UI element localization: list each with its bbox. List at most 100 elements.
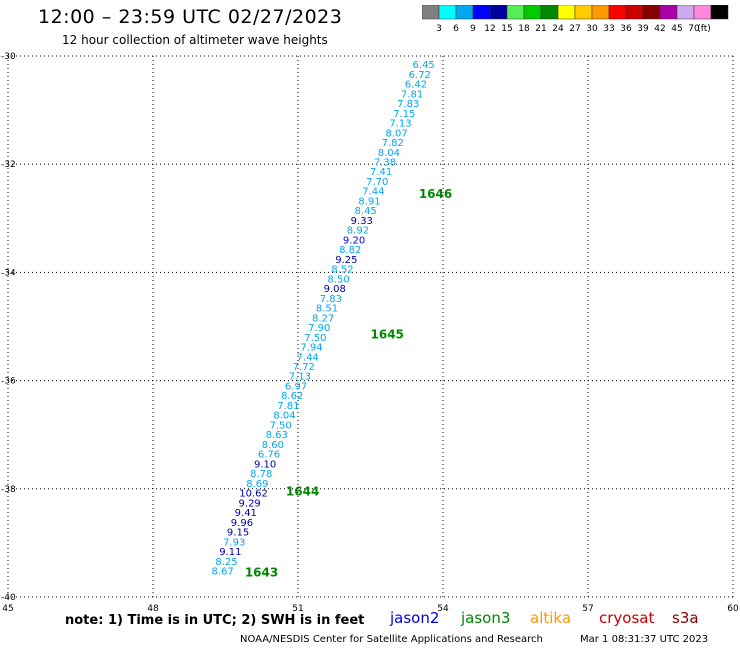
wave-height-value: 7.83 (397, 99, 419, 110)
generated-timestamp: Mar 1 08:31:37 UTC 2023 (580, 634, 709, 645)
wave-height-value: 9.96 (231, 518, 253, 529)
x-tick-label: 60 (727, 604, 739, 614)
wave-height-value: 8.04 (378, 148, 400, 159)
wave-height-value: 8.82 (339, 245, 361, 256)
y-tick-label: -30 (1, 52, 16, 62)
wave-height-value: 8.69 (246, 479, 268, 490)
wave-height-value: 7.44 (362, 187, 384, 198)
pass-time-label: 1645 (371, 328, 404, 342)
wave-height-value: 8.04 (273, 411, 295, 422)
wave-height-value: 7.50 (304, 333, 326, 344)
satellite-s3a: s3a (672, 609, 699, 627)
wave-height-value: 7.81 (277, 401, 299, 412)
wave-height-value: 9.10 (254, 459, 276, 470)
wave-height-value: 7.90 (308, 323, 330, 334)
satellite-cryosat: cryosat (599, 609, 655, 627)
x-tick-label: 51 (292, 604, 303, 614)
satellite-jason3: jason3 (461, 609, 511, 627)
wave-height-value: 6.42 (405, 80, 427, 91)
legend-label: 27 (569, 24, 580, 34)
wave-height-value: 8.62 (281, 391, 303, 402)
legend-unit: (ft) (697, 24, 711, 34)
y-tick-label: -34 (1, 268, 16, 278)
y-tick-label: -40 (1, 593, 16, 603)
satellite-jason2: jason2 (390, 609, 440, 627)
wave-height-value: 7.50 (269, 420, 291, 431)
pass-time-label: 1646 (419, 187, 452, 201)
wave-height-value: 8.27 (312, 313, 334, 324)
legend-label: 70 (688, 24, 700, 34)
wave-height-value: 9.29 (239, 498, 261, 509)
wave-height-points: 6.456.726.427.817.837.157.138.077.828.04… (211, 60, 434, 577)
wave-height-value: 7.38 (374, 157, 396, 168)
legend-label: 21 (535, 24, 546, 34)
legend-label: 15 (501, 24, 512, 34)
map-grid (7, 55, 734, 598)
legend-label: 12 (484, 24, 495, 34)
map-subtitle: 12 hour collection of altimeter wave hei… (62, 33, 328, 47)
wave-height-value: 8.60 (262, 440, 284, 451)
wave-height-value: 8.52 (331, 265, 353, 276)
wave-height-value: 7.94 (300, 343, 322, 354)
wave-height-value: 6.76 (258, 450, 280, 461)
legend-label: 3 (436, 24, 442, 34)
wave-height-value: 8.07 (385, 128, 407, 139)
y-tick-label: -32 (1, 160, 16, 170)
wave-height-value: 9.20 (343, 235, 365, 246)
legend-label: 33 (603, 24, 614, 34)
wave-height-value: 6.97 (285, 381, 307, 392)
pass-time-label: 1643 (245, 566, 278, 580)
wave-height-value: 7.15 (393, 109, 415, 120)
wave-height-value: 7.13 (289, 372, 311, 383)
wave-height-value: 7.70 (366, 177, 388, 188)
legend-swatch (710, 5, 729, 20)
wave-height-value: 7.13 (389, 119, 411, 130)
wave-height-value: 9.11 (219, 547, 241, 558)
wave-height-value: 8.45 (355, 206, 377, 217)
y-tick-label: -36 (1, 377, 16, 387)
wave-height-value: 7.81 (401, 89, 423, 100)
legend-label: 6 (453, 24, 459, 34)
satellite-altika: altika (530, 609, 572, 627)
wave-height-value: 8.51 (316, 304, 338, 315)
credit-line: NOAA/NESDIS Center for Satellite Applica… (240, 634, 543, 645)
wave-height-value: 8.67 (211, 566, 233, 577)
wave-height-value: 9.41 (235, 508, 257, 519)
legend-label: 24 (552, 24, 564, 34)
x-tick-label: 48 (147, 604, 159, 614)
wave-height-value: 8.25 (215, 557, 237, 568)
wave-height-value: 9.15 (227, 528, 249, 539)
legend-label: 18 (518, 24, 530, 34)
wave-height-value: 10.62 (239, 489, 268, 500)
pass-time-label: 1644 (286, 485, 319, 499)
color-scale-legend: 3 6 9 12 15 18 21 24 27 30 33 36 39 42 45 70(ft) (422, 5, 729, 34)
wave-height-value: 6.72 (409, 70, 431, 81)
wave-height-value: 9.08 (324, 284, 346, 295)
wave-height-value: 8.50 (327, 274, 349, 285)
x-tick-label: 54 (437, 604, 449, 614)
wave-height-value: 8.78 (250, 469, 272, 480)
legend-label: 45 (671, 24, 682, 34)
wave-height-value: 7.72 (293, 362, 315, 373)
x-tick-label: 45 (2, 604, 13, 614)
wave-height-value: 9.33 (351, 216, 373, 227)
y-tick-label: -38 (1, 485, 16, 495)
wave-height-value: 9.25 (335, 255, 357, 266)
wave-height-value: 7.83 (320, 294, 342, 305)
wave-height-value: 6.45 (413, 60, 435, 71)
legend-label: 30 (586, 24, 598, 34)
footer-note: note: 1) Time is in UTC; 2) SWH is in fe… (65, 613, 365, 628)
legend-label: 9 (470, 24, 476, 34)
wave-height-value: 7.93 (223, 537, 245, 548)
wave-height-value: 7.41 (370, 167, 392, 178)
wave-height-value: 8.91 (358, 196, 380, 207)
map-title: 12:00 – 23:59 UTC 02/27/2023 (38, 6, 343, 28)
legend-label: 39 (637, 24, 649, 34)
legend-label: 36 (620, 24, 632, 34)
x-tick-label: 57 (582, 604, 593, 614)
wave-height-value: 8.63 (266, 430, 288, 441)
wave-height-value: 7.82 (382, 138, 404, 149)
wave-height-value: 7.44 (297, 352, 319, 363)
legend-label: 42 (654, 24, 665, 34)
